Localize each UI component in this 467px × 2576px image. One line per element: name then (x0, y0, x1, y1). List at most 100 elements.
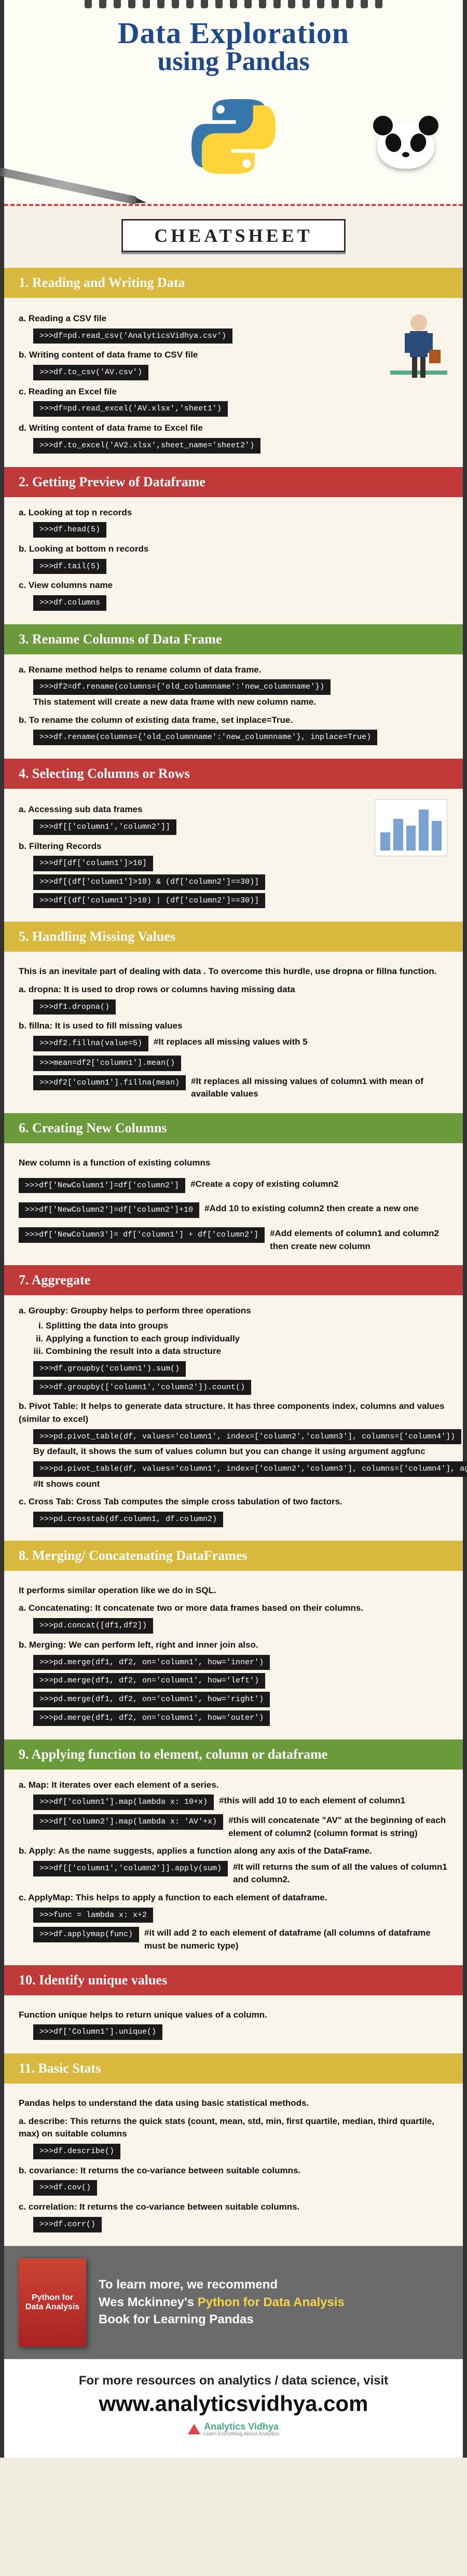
code-snippet: >>>df['column1'].map(lambda x: 10+x) (33, 1794, 214, 1810)
item-label: c. View columns name (19, 579, 448, 592)
section-body: a. Groupby: Groupby helps to perform thr… (4, 1295, 463, 1541)
footer-block: For more resources on analytics / data s… (4, 2359, 463, 2458)
code-snippet: >>>pd.concat([df1,df2]) (33, 1618, 153, 1634)
inline-comment: #this will add 10 to each element of col… (219, 1791, 448, 1807)
section-body: Pandas helps to understand the data usin… (4, 2084, 463, 2245)
code-snippet: >>>pd.pivot_table(df, values='column1', … (33, 1461, 467, 1477)
code-snippet: >>>df[['column1','column2']].apply(sum) (33, 1861, 228, 1876)
item-label: a. Concatenating: It concatenate two or … (19, 1602, 448, 1615)
code-snippet: >>>df2['column1'].fillna(mean) (33, 1075, 186, 1091)
code-snippet: >>>df['column2'].map(lambda x: 'AV'+x) (33, 1814, 223, 1830)
sublist-item: Combining the result into a data structu… (46, 1345, 448, 1358)
code-snippet: >>>df2.fillna(value=5) (33, 1036, 148, 1051)
item-label: b. fillna: It is used to fill missing va… (19, 1020, 448, 1033)
inline-comment: #Add 10 to existing column2 then create … (204, 1199, 419, 1215)
python-logo-icon (187, 90, 280, 183)
title-line-2: using Pandas (15, 46, 452, 77)
item-note: #It shows count (33, 1478, 448, 1491)
item-label: a. describe: This returns the quick stat… (19, 2115, 448, 2141)
code-snippet: >>>df.columns (33, 595, 106, 611)
footer-url: www.analyticsvidhya.com (17, 2391, 450, 2416)
code-snippet: >>>df.rename(columns={'old_columnname':'… (33, 730, 377, 745)
code-snippet: >>>mean=df2['column1'].mean() (33, 1056, 181, 1071)
section-body: a. Accessing sub data frames>>>df[['colu… (4, 789, 463, 922)
book-cover-icon: Python for Data Analysis (19, 2258, 86, 2347)
item-label: c. Cross Tab: Cross Tab computes the sim… (19, 1496, 448, 1509)
analytics-vidhya-logo: Analytics Vidhya Learn Everything About … (188, 2421, 279, 2437)
section-body: It performs similar operation like we do… (4, 1571, 463, 1739)
code-snippet: >>>df.describe() (33, 2144, 120, 2159)
section-body: a. Looking at top n records>>>df.head(5)… (4, 497, 463, 624)
section-heading: 4. Selecting Columns or Rows (4, 759, 463, 789)
inline-comment: #this will concatenate "AV" at the begin… (228, 1811, 448, 1840)
code-snippet: >>>func = lambda x: x+2 (33, 1908, 153, 1923)
item-label: a. dropna: It is used to drop rows or co… (19, 983, 448, 996)
code-snippet: >>>pd.crosstab(df.column1, df.column2) (33, 1512, 223, 1527)
reco-line3: Book for Learning Pandas (99, 2311, 345, 2328)
item-label: d. Writing content of data frame to Exce… (19, 422, 448, 435)
pen-decoration (0, 167, 139, 205)
item-label: a. Groupby: Groupby helps to perform thr… (19, 1305, 448, 1318)
cheatsheet-banner-text: CHEATSHEET (121, 219, 345, 252)
item-label: c. ApplyMap: This helps to apply a funct… (19, 1892, 448, 1904)
code-snippet: >>>df.tail(5) (33, 559, 106, 574)
sublist: Splitting the data into groupsApplying a… (33, 1320, 448, 1358)
reco-line1: To learn more, we recommend (99, 2276, 345, 2294)
code-snippet: >>>df.groupby(['column1','column2']).cou… (33, 1380, 251, 1395)
item-note: By default, it shows the sum of values c… (33, 1445, 448, 1458)
inline-comment: #Add elements of column1 and column2 the… (270, 1224, 448, 1253)
section-heading: 7. Aggregate (4, 1265, 463, 1295)
item-label: b. Looking at bottom n records (19, 543, 448, 556)
item-label: a. Map: It iterates over each element of… (19, 1779, 448, 1792)
item-note: This statement will create a new data fr… (33, 696, 448, 709)
businessman-icon (390, 308, 447, 395)
section-heading: 6. Creating New Columns (4, 1113, 463, 1143)
section-intro: It performs similar operation like we do… (19, 1584, 448, 1597)
section-intro: Pandas helps to understand the data usin… (19, 2097, 448, 2110)
section-heading: 8. Merging/ Concatenating DataFrames (4, 1541, 463, 1571)
item-label: c. Reading an Excel file (19, 386, 448, 399)
item-label: c. correlation: It returns the co-varian… (19, 2201, 448, 2214)
section-body: a. Map: It iterates over each element of… (4, 1770, 463, 1965)
code-snippet: >>>df=pd.read_excel('AV.xlsx','sheet1') (33, 401, 228, 417)
section-body: a. Rename method helps to rename column … (4, 654, 463, 759)
sections-container: 1. Reading and Writing Dataa. Reading a … (4, 268, 463, 2246)
recommendation-block: Python for Data Analysis To learn more, … (4, 2246, 463, 2359)
code-snippet: >>>df['NewColumn3']= df['column1'] + df[… (19, 1227, 265, 1243)
chart-icon (375, 799, 447, 856)
logo-triangle-icon (188, 2424, 200, 2434)
code-snippet: >>>df.head(5) (33, 522, 106, 538)
item-label: a. Rename method helps to rename column … (19, 664, 448, 677)
section-body: New column is a function of existing col… (4, 1143, 463, 1265)
section-body: a. Reading a CSV file>>>df=pd.read_csv('… (4, 298, 463, 467)
code-snippet: >>>df.to_csv('AV.csv') (33, 365, 148, 380)
reco-text: To learn more, we recommend Wes Mckinney… (99, 2276, 345, 2328)
code-snippet: >>>df1.dropna() (33, 999, 116, 1015)
cheatsheet-banner-row: CHEATSHEET (4, 206, 463, 268)
book-title-text: Python for Data Analysis (23, 2293, 82, 2312)
section-body: This is an inevitale part of dealing wit… (4, 952, 463, 1113)
code-snippet: >>>df.cov() (33, 2180, 97, 2196)
code-snippet: >>>df[df['column1']>10] (33, 856, 153, 871)
code-snippet: >>>df[(df['column1']>10) & (df['column2'… (33, 874, 265, 890)
code-snippet: >>>pd.merge(df1, df2, on='column1', how=… (33, 1673, 265, 1689)
title-line-1: Data Exploration (15, 16, 452, 50)
section-heading: 3. Rename Columns of Data Frame (4, 624, 463, 654)
code-snippet: >>>df['NewColumn2']=df['column2']+10 (19, 1202, 199, 1218)
footer-tagline: For more resources on analytics / data s… (17, 2374, 450, 2388)
code-snippet: >>>df=pd.read_csv('AnalyticsVidhya.csv') (33, 328, 232, 344)
inline-comment: #Create a copy of existing column2 (190, 1175, 338, 1191)
section-intro: New column is a function of existing col… (19, 1157, 448, 1170)
sublist-item: Splitting the data into groups (46, 1320, 448, 1333)
code-snippet: >>>df2=df.rename(columns={'old_columnnam… (33, 679, 331, 695)
spiral-binding (4, 0, 463, 8)
code-snippet: >>>pd.merge(df1, df2, on='column1', how=… (33, 1710, 270, 1726)
section-heading: 9. Applying function to element, column … (4, 1739, 463, 1770)
inline-comment: #it will add 2 to each element of datafr… (144, 1924, 448, 1952)
reco-line2: Wes Mckinney's Python for Data Analysis (99, 2294, 345, 2311)
section-intro: This is an inevitale part of dealing wit… (19, 965, 448, 978)
page-container: Data Exploration using Pandas CHEATSHEET… (0, 0, 467, 2458)
code-snippet: >>>pd.merge(df1, df2, on='column1', how=… (33, 1655, 270, 1670)
item-label: b. Merging: We can perform left, right a… (19, 1639, 448, 1652)
inline-comment: #It replaces all missing values of colum… (191, 1072, 448, 1101)
